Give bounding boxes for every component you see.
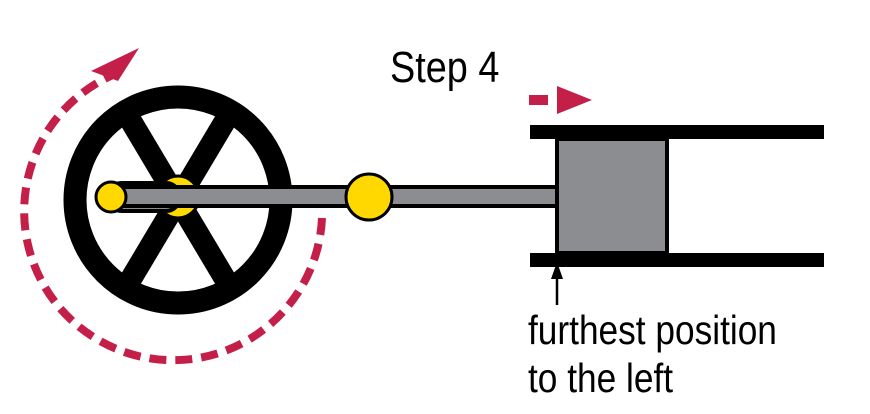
piston — [555, 137, 669, 255]
pointer-arrow-head — [551, 262, 563, 279]
rotation-arrow-path — [20, 68, 326, 365]
position-caption-line: furthest position — [528, 307, 777, 353]
cylinder — [530, 125, 824, 267]
cylinder-bottom-wall — [530, 253, 824, 267]
connecting-rod-body — [110, 185, 564, 208]
connecting-rod — [110, 185, 564, 208]
motion-arrow-head — [557, 86, 592, 114]
step-label: Step 4 — [390, 43, 500, 92]
rotation-arrow-head — [91, 48, 139, 81]
position-caption-line: to the left — [528, 355, 674, 401]
crank-pin — [94, 180, 128, 214]
position-caption: furthest position to the left — [528, 306, 777, 402]
rotation-arrow — [20, 48, 326, 365]
cylinder-top-wall — [530, 125, 824, 139]
motion-arrow-dash — [529, 95, 548, 105]
motion-arrow — [529, 86, 592, 114]
pointer-arrow — [551, 262, 563, 305]
wrist-pin — [344, 172, 394, 222]
